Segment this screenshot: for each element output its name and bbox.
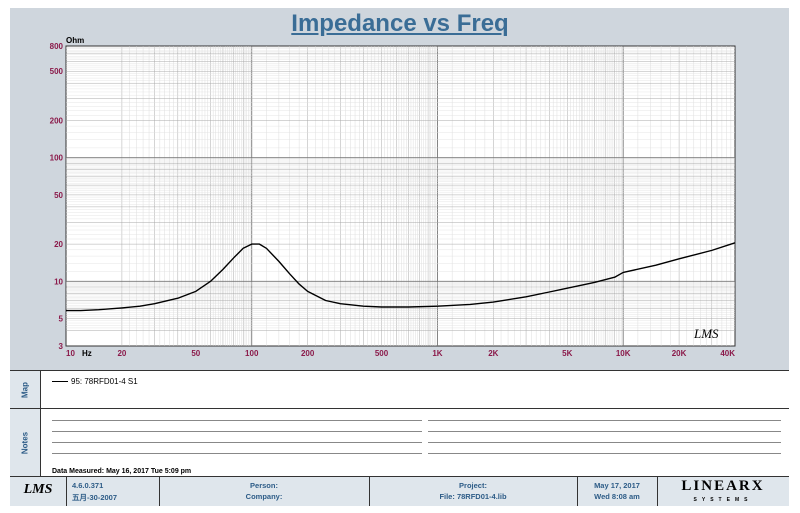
map-tab[interactable]: Map [10, 371, 41, 409]
footer-bar: LMS 4.6.0.371 五月-30-2007 Person: Company… [10, 476, 789, 506]
y-axis-ticks: 3 5 10 20 50 100 200 500 800 [50, 42, 64, 351]
series-group [66, 242, 736, 312]
linearx-logo: LINEARX [681, 478, 765, 494]
series-line-impedance [66, 242, 736, 312]
legend-entry[interactable]: 95: 78RFD01-4 S1 [52, 377, 138, 386]
x-tick-label: 100 [245, 349, 259, 358]
date-text: May 17, 2017 [594, 481, 640, 490]
person-label: Person: [250, 481, 278, 490]
company-label: Company: [245, 492, 283, 501]
y-unit-label: Ohm [66, 36, 84, 45]
x-tick-label: 20K [672, 349, 687, 358]
x-tick-label: 40K [720, 349, 735, 358]
x-tick-label: 10K [616, 349, 631, 358]
y-tick-label: 5 [59, 315, 64, 324]
footer-logo-cell: LMS [10, 477, 67, 506]
y-tick-label: 20 [54, 240, 63, 249]
footer-project-cell: Project: File: 78RFD01-4.lib [369, 477, 578, 506]
legend-line-swatch [52, 381, 68, 382]
version-text: 4.6.0.371 [72, 481, 104, 490]
time-text: Wed 8:08 am [594, 492, 640, 501]
data-measured-text: Data Measured: May 16, 2017 Tue 5:09 pm [52, 468, 192, 475]
footer-brand-cell: LINEARX SYSTEMS [657, 477, 789, 506]
x-tick-label: 500 [375, 349, 389, 358]
note-line [428, 453, 781, 454]
footer-person-cell: Person: Company: [159, 477, 370, 506]
y-tick-label: 100 [50, 154, 64, 163]
x-tick-label: 5K [562, 349, 572, 358]
footer-date-cell: May 17, 2017 Wed 8:08 am [577, 477, 658, 506]
notes-section: Notes Data Measured: May 16, 2017 Tue 5:… [10, 408, 789, 477]
x-unit-label: Hz [82, 349, 92, 358]
note-line [428, 420, 781, 421]
note-line [52, 442, 422, 443]
notes-tab[interactable]: Notes [10, 409, 41, 477]
map-tab-label: Map [20, 382, 30, 398]
y-tick-label: 3 [59, 342, 64, 351]
lms-logo: LMS [23, 482, 53, 497]
x-tick-label: 200 [301, 349, 315, 358]
x-tick-label: 1K [432, 349, 442, 358]
version-date-text: 五月-30-2007 [72, 493, 118, 502]
footer-version-cell: 4.6.0.371 五月-30-2007 [66, 477, 160, 506]
note-line [52, 431, 422, 432]
x-axis-ticks: 10 20 50 100 200 500 1K 2K 5K 10K 20K 40K [66, 349, 735, 358]
map-section: Map 95: 78RFD01-4 S1 [10, 370, 789, 409]
x-tick-label: 50 [191, 349, 200, 358]
note-line [428, 442, 781, 443]
y-tick-label: 10 [54, 277, 63, 286]
x-tick-label: 20 [117, 349, 126, 358]
legend-entry-label: 95: 78RFD01-4 S1 [71, 377, 138, 386]
y-tick-label: 50 [54, 191, 63, 200]
grid-lines [66, 46, 735, 346]
note-line [52, 453, 422, 454]
x-tick-label: 10 [66, 349, 75, 358]
linearx-systems-text: SYSTEMS [693, 497, 753, 503]
notes-tab-label: Notes [20, 431, 30, 455]
y-tick-label: 500 [50, 67, 64, 76]
y-tick-label: 800 [50, 42, 64, 51]
impedance-chart: 3 5 10 20 50 100 200 500 800 10 20 50 100 200 500 1K 2K… [50, 36, 736, 358]
x-tick-label: 2K [488, 349, 498, 358]
lms-watermark: LMS [693, 326, 719, 341]
note-line [428, 431, 781, 432]
project-label: Project: [459, 481, 487, 490]
chart-title: Impedance vs Freq [291, 10, 509, 37]
note-line [52, 420, 422, 421]
file-label: File: 78RFD01-4.lib [439, 492, 507, 501]
y-tick-label: 200 [50, 116, 64, 125]
